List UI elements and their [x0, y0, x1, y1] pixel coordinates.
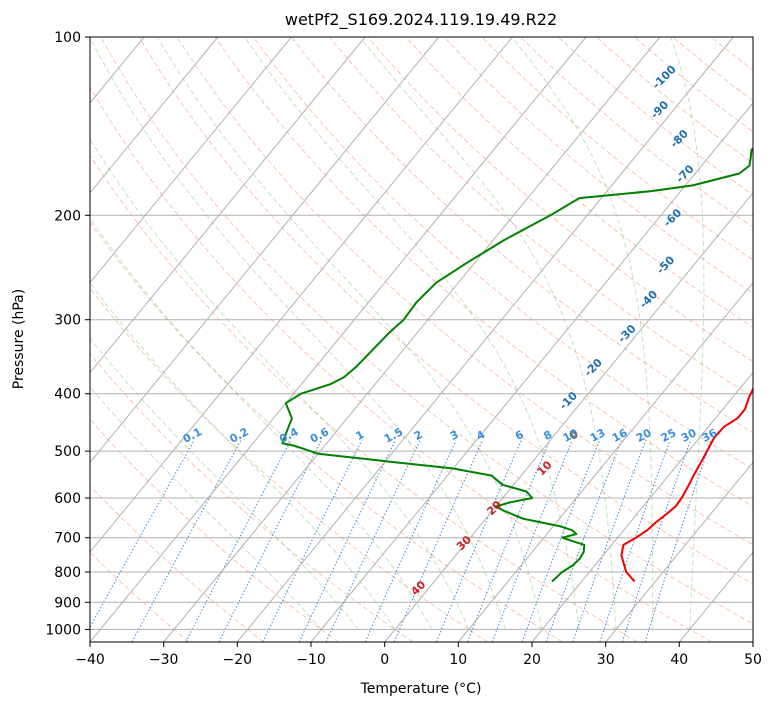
isotherm-line [531, 371, 753, 642]
y-tick-label: 600 [54, 491, 81, 507]
moist-adiabat [670, 37, 705, 630]
dry-adiabat [138, 37, 753, 585]
x-axis: −40 −30 −20 −10 0 10 20 30 40 50 [75, 642, 762, 668]
mixing-ratio-line [521, 440, 600, 642]
y-tick-label: 200 [54, 208, 81, 224]
mixing-ratio-label: 16 [610, 426, 630, 445]
dry-adiabat [443, 37, 753, 294]
mixing-ratio-label: 10 [561, 426, 581, 445]
mixing-ratio-label: 20 [634, 426, 654, 445]
moist-adiabat [511, 37, 654, 630]
y-tick-label: 1000 [45, 622, 81, 638]
moist-adiabat [90, 282, 396, 630]
mixing-ratio-line [185, 440, 291, 642]
mixing-ratio-line [621, 440, 692, 642]
mixing-ratio-line [435, 440, 522, 642]
x-tick-label: 50 [744, 652, 762, 668]
x-tick-label: −10 [296, 652, 326, 668]
dry-adiabat [90, 221, 563, 642]
background-lines [90, 37, 753, 642]
moist-adiabat [90, 217, 433, 630]
dry-adiabat [100, 37, 753, 625]
isotherm-line [163, 37, 661, 642]
mixing-ratio-line [393, 440, 483, 642]
isotherm-line [384, 192, 753, 642]
isotherm-line [310, 102, 753, 642]
mixing-ratio-line [218, 440, 322, 642]
y-axis-title: Pressure (hPa) [11, 289, 27, 389]
y-axis: 100 200 300 400 500 600 700 800 900 1000 [45, 30, 90, 638]
moist-adiabat [244, 37, 580, 630]
y-tick-label: 800 [54, 565, 81, 581]
mixing-ratio-line [644, 440, 712, 642]
mixing-ratio-line [545, 440, 622, 642]
dry-adiabat [90, 154, 638, 642]
isotherm-line [457, 281, 753, 642]
mixing-ratio-label: 36 [700, 426, 720, 445]
moist-adiabat [359, 37, 617, 630]
dry-adiabat [90, 86, 712, 642]
chart-title: wetPf2_S169.2024.119.19.49.R22 [285, 10, 557, 30]
x-tick-label: −20 [223, 652, 253, 668]
moist-adiabat [90, 138, 470, 630]
dry-adiabat [90, 484, 264, 642]
x-tick-label: −30 [149, 652, 179, 668]
mixing-ratio-label: 25 [659, 426, 679, 445]
isotherm-line [90, 37, 587, 642]
dry-adiabat [90, 287, 488, 642]
x-axis-title: Temperature (°C) [360, 681, 482, 697]
x-tick-label: 0 [380, 652, 389, 668]
y-tick-label: 900 [54, 595, 81, 611]
isotherm-line [90, 37, 219, 194]
x-tick-label: 20 [523, 652, 541, 668]
x-tick-label: 30 [597, 652, 615, 668]
dry-adiabat [329, 37, 753, 398]
isotherm-line [90, 37, 366, 374]
x-tick-label: 40 [670, 652, 688, 668]
dry-adiabat [405, 37, 753, 328]
dry-adiabat [176, 37, 753, 546]
mixing-ratio-line [262, 440, 363, 642]
mixing-ratio-label: 13 [588, 426, 608, 445]
isotherm-line [90, 37, 292, 284]
isotherm-line [90, 37, 513, 553]
series-line [620, 386, 753, 583]
dry-adiabat [291, 37, 753, 434]
y-tick-label: 500 [54, 444, 81, 460]
x-tick-label: 10 [449, 652, 467, 668]
moist-adiabat [90, 386, 322, 630]
series-lines [281, 147, 753, 583]
plot-area [90, 37, 753, 642]
mixing-ratio-line [572, 440, 647, 642]
y-tick-label: 700 [54, 531, 81, 547]
dry-adiabat [90, 551, 190, 642]
mixing-ratio-label: 30 [679, 426, 699, 445]
moist-adiabat [90, 37, 506, 630]
dry-adiabat [214, 37, 753, 508]
y-tick-label: 300 [54, 313, 81, 329]
series-line [281, 147, 753, 583]
mixing-ratio-line [131, 440, 242, 642]
moist-adiabat [90, 337, 359, 630]
gridlines [90, 37, 753, 642]
isotherm-line [236, 37, 734, 642]
isotherm-line [605, 461, 753, 642]
mixing-ratio-line [599, 440, 671, 642]
x-tick-label: −40 [75, 652, 105, 668]
plot-frame [89, 36, 754, 643]
mixing-ratio-line [466, 440, 551, 642]
isotherm-line [90, 37, 440, 464]
y-tick-label: 100 [54, 30, 81, 46]
y-tick-label: 400 [54, 387, 81, 403]
dry-adiabat [90, 418, 339, 642]
